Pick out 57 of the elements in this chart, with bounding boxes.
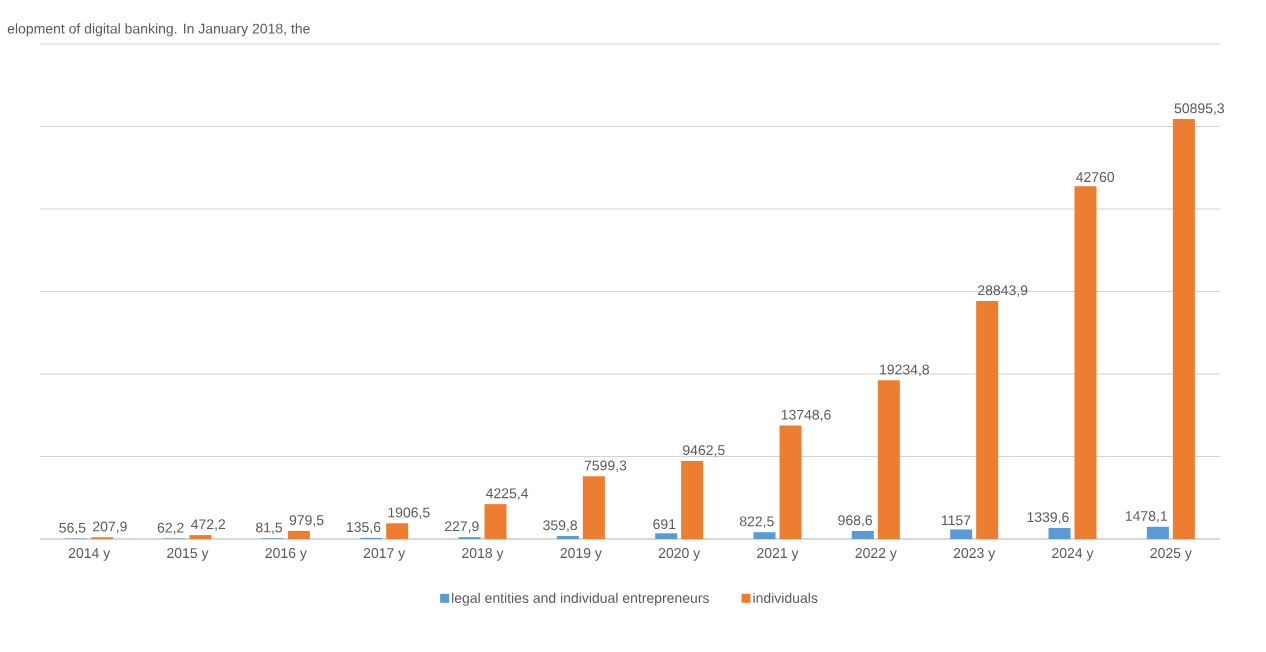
data-label: 7599,3	[584, 460, 627, 473]
data-label: 691	[653, 519, 676, 530]
data-label: 9462,5	[683, 445, 725, 457]
x-tick-label: 2025 y	[1150, 548, 1192, 561]
x-tick-label: 2021 y	[757, 548, 799, 561]
bar	[582, 476, 605, 539]
bar	[484, 504, 507, 539]
legend-label: legal entities and individual entrepreneurs	[452, 592, 709, 606]
data-label: 19234,8	[880, 364, 930, 377]
data-label: 1478,1	[1125, 511, 1167, 523]
x-tick-label: 2018 y	[462, 548, 504, 561]
data-label: 207,9	[93, 521, 127, 534]
bar	[1172, 119, 1195, 539]
data-label: 1906,5	[388, 507, 430, 520]
legend-label: individuals	[753, 592, 818, 603]
bar	[1048, 527, 1071, 539]
bar	[779, 425, 802, 539]
text: elopment of digital banking. In January 2018, the	[7, 23, 310, 37]
data-label: 822,5	[739, 516, 774, 529]
data-label: 979,5	[289, 515, 324, 527]
data-label: 42760	[1076, 172, 1115, 183]
data-label: 62,2	[157, 522, 184, 535]
x-tick-label: 2020 y	[658, 548, 701, 561]
data-label: 13748,6	[781, 409, 831, 422]
x-tick-label: 2017 y	[363, 548, 406, 561]
bar	[189, 535, 212, 539]
bar	[976, 301, 999, 539]
bar	[681, 460, 704, 539]
bar	[950, 529, 973, 539]
bar	[386, 523, 409, 539]
data-label: 359,8	[543, 520, 578, 532]
bar	[1074, 186, 1097, 539]
data-label: 1339,6	[1027, 512, 1069, 524]
x-tick-label: 2022 y	[855, 548, 897, 561]
bar	[877, 380, 900, 539]
bar	[655, 533, 678, 539]
x-tick-label: 2016 y	[265, 548, 307, 561]
bar	[287, 530, 310, 539]
x-tick-label: 2019 y	[560, 548, 602, 561]
bar	[1146, 526, 1169, 539]
x-tick-label: 2023 y	[953, 548, 996, 561]
bar	[556, 536, 579, 539]
data-label: 81,5	[256, 522, 283, 535]
data-label: 4225,4	[486, 488, 529, 500]
data-label: 135,6	[347, 522, 381, 534]
data-label: 1157	[941, 515, 971, 526]
data-label: 472,2	[191, 519, 226, 531]
x-tick-label: 2014 y	[68, 548, 111, 561]
data-label: 50895,3	[1174, 103, 1225, 115]
x-tick-label: 2024 y	[1052, 548, 1094, 561]
data-label: 227,9	[444, 521, 479, 533]
data-label: 28843,9	[978, 285, 1028, 297]
x-tick-label: 2015 y	[167, 548, 209, 561]
data-label: 56,5	[59, 522, 86, 535]
data-label: 968,6	[838, 515, 873, 527]
bar	[753, 532, 776, 539]
bar	[851, 531, 874, 539]
